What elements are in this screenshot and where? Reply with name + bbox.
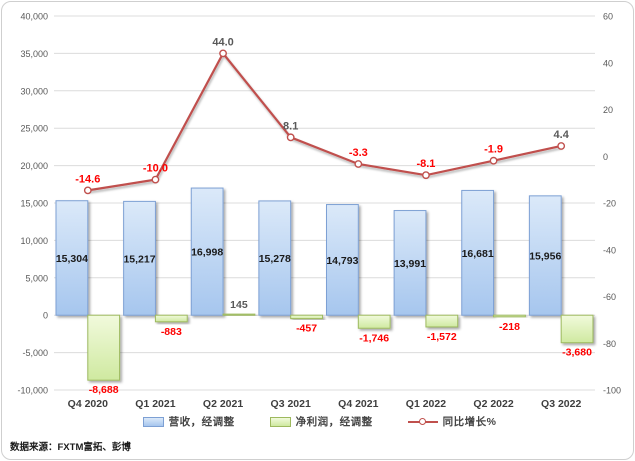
profit-data-label: -457 xyxy=(296,323,317,335)
revenue-bar xyxy=(461,189,495,316)
profit-data-label: -218 xyxy=(499,321,520,333)
revenue-data-label: 15,278 xyxy=(259,253,291,265)
revenue-data-label: 16,998 xyxy=(191,247,223,259)
revenue-data-label: 13,991 xyxy=(394,258,426,270)
x-axis-category-label: Q3 2022 xyxy=(541,398,581,410)
growth-point-marker xyxy=(354,160,363,168)
legend: 营收，经调整 净利润，经调整 同比增长% xyxy=(2,414,633,429)
growth-point-marker xyxy=(489,156,498,165)
revenue-bar xyxy=(55,200,89,316)
right-axis-tick-label: -100 xyxy=(603,386,621,396)
growth-point-marker xyxy=(219,49,227,58)
growth-point-marker xyxy=(422,171,430,180)
profit-bar xyxy=(425,314,459,328)
legend-label-growth: 同比增长% xyxy=(442,416,497,428)
profit-data-label: -1,572 xyxy=(427,331,457,343)
growth-point-marker xyxy=(557,142,566,150)
x-axis-category-label: Q2 2022 xyxy=(473,398,513,410)
revenue-bar xyxy=(123,200,156,316)
plot-area: 40,000 35,000 30,000 25,000 20,000 15,000 10,0… xyxy=(17,12,621,411)
revenue-data-label: 15,217 xyxy=(123,253,155,265)
growth-data-label: -1.9 xyxy=(484,144,503,156)
revenue-bar xyxy=(190,187,224,316)
growth-line xyxy=(87,51,562,192)
right-axis-tick-label: 40 xyxy=(603,58,613,68)
growth-line-swatch-icon xyxy=(407,417,438,426)
left-axis-tick-label: 0 xyxy=(43,311,48,321)
left-axis-tick-label: 30,000 xyxy=(20,86,48,96)
legend-item-profit[interactable]: 净利润，经调整 xyxy=(269,414,373,429)
growth-data-label: -3.3 xyxy=(349,147,368,159)
legend-label-revenue: 营收，经调整 xyxy=(168,416,235,428)
revenue-bar xyxy=(528,195,562,316)
legend-item-growth[interactable]: 同比增长% xyxy=(407,414,497,429)
growth-data-label: -14.6 xyxy=(75,173,100,185)
revenue-data-label: 15,304 xyxy=(56,253,88,265)
left-axis-tick-label: -5,000 xyxy=(22,348,48,358)
growth-data-label: 4.4 xyxy=(554,129,570,141)
data-source-note: 数据来源：FXTM富拓、彭博 xyxy=(10,442,131,453)
revenue-data-label: 14,793 xyxy=(326,255,358,267)
profit-data-label: -3,680 xyxy=(562,347,592,359)
left-axis-tick-label: -10,000 xyxy=(17,386,48,396)
right-axis-tick-label: -40 xyxy=(603,245,616,255)
profit-swatch-icon xyxy=(269,416,291,427)
profit-bar xyxy=(222,313,256,316)
legend-label-profit: 净利润，经调整 xyxy=(295,416,373,428)
left-axis-tick-label: 20,000 xyxy=(20,161,48,171)
revenue-bar xyxy=(393,210,427,316)
profit-data-label: -883 xyxy=(161,326,182,338)
legend-item-revenue[interactable]: 营收，经调整 xyxy=(142,414,235,429)
growth-point-marker xyxy=(286,133,295,142)
profit-bar xyxy=(357,314,391,329)
profit-bar xyxy=(154,314,188,323)
revenue-swatch-icon xyxy=(142,416,164,427)
revenue-bar xyxy=(326,204,359,316)
right-axis-tick-label: 20 xyxy=(603,105,613,115)
left-axis-tick-label: 15,000 xyxy=(20,199,48,209)
x-axis-category-label: Q2 2021 xyxy=(203,398,243,410)
left-axis-tick-label: 10,000 xyxy=(20,236,48,246)
growth-point-marker xyxy=(83,186,92,195)
left-axis-tick-label: 25,000 xyxy=(20,124,48,134)
growth-point-marker xyxy=(151,175,160,184)
profit-data-label: -8,688 xyxy=(89,384,119,396)
profit-bar xyxy=(87,314,121,381)
left-axis-tick-label: 40,000 xyxy=(20,12,48,22)
growth-data-label: -8.1 xyxy=(416,158,435,170)
revenue-data-label: 16,681 xyxy=(462,248,494,260)
profit-bar xyxy=(560,314,594,344)
right-axis-tick-label: -80 xyxy=(603,339,616,349)
right-axis-tick-label: -20 xyxy=(603,199,616,209)
x-axis-category-label: Q1 2021 xyxy=(135,398,175,410)
growth-data-label: 8.1 xyxy=(283,120,298,132)
left-axis-tick-label: 35,000 xyxy=(20,49,48,59)
x-axis-category-label: Q3 2021 xyxy=(271,398,311,410)
profit-bar xyxy=(493,314,526,318)
x-axis-category-label: Q1 2022 xyxy=(406,398,446,410)
x-axis-category-label: Q4 2021 xyxy=(338,398,378,410)
revenue-bar xyxy=(258,200,292,316)
left-axis-tick-label: 5,000 xyxy=(25,273,48,283)
revenue-data-label: 15,956 xyxy=(529,251,561,263)
right-axis-tick-label: 0 xyxy=(603,152,608,162)
profit-data-label: 145 xyxy=(230,299,248,311)
right-axis-tick-label: 60 xyxy=(603,12,613,22)
profit-bar xyxy=(290,314,323,320)
x-axis-category-label: Q4 2020 xyxy=(68,398,108,410)
profit-data-label: -1,746 xyxy=(359,332,389,344)
right-axis-tick-label: -60 xyxy=(603,292,616,302)
growth-data-label: -10.0 xyxy=(143,163,168,175)
growth-data-label: 44.0 xyxy=(212,36,233,48)
